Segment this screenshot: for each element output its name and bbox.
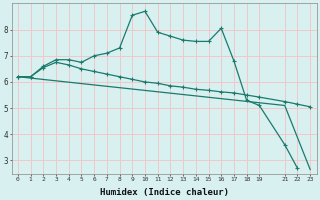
X-axis label: Humidex (Indice chaleur): Humidex (Indice chaleur) (100, 188, 228, 197)
